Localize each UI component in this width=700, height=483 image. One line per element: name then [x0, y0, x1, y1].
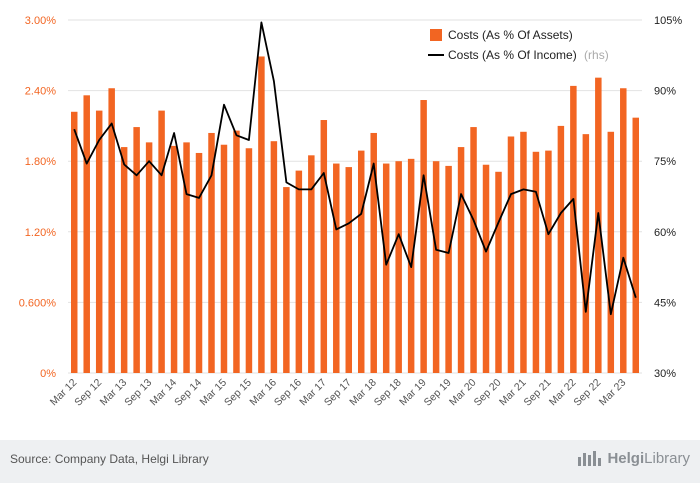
income-line — [73, 21, 637, 316]
bar — [245, 148, 253, 373]
bar — [620, 88, 627, 373]
bar — [545, 150, 552, 373]
left-tick-label: 0.600% — [19, 297, 57, 309]
bar — [495, 171, 502, 373]
legend: Costs (As % Of Assets) Costs (As % Of In… — [428, 28, 609, 62]
bar — [220, 144, 228, 373]
right-tick-label: 75% — [654, 156, 676, 168]
left-tick-label: 3.00% — [25, 15, 56, 27]
x-tick-label: Sep 18 — [372, 377, 404, 409]
bar — [520, 131, 527, 373]
bar — [357, 150, 365, 373]
right-axis-ticks: 30% 45% 60% 75% 90% 105% — [654, 15, 682, 380]
bar — [170, 145, 178, 373]
right-tick-label: 105% — [654, 15, 682, 27]
bar — [258, 56, 265, 374]
bar — [283, 187, 290, 373]
legend-bar-swatch — [430, 29, 442, 41]
brand-name-part2: Library — [644, 449, 690, 467]
bar — [333, 163, 340, 373]
bar — [208, 132, 215, 373]
bar — [95, 110, 103, 373]
bar — [345, 167, 353, 373]
bar — [557, 125, 565, 374]
x-tick-label: Mar 23 — [597, 377, 629, 409]
legend-line-suffix: (rhs) — [584, 48, 609, 62]
bar — [120, 147, 128, 373]
legend-line-name: Costs (As % Of Income) — [448, 48, 577, 62]
bar — [382, 163, 390, 373]
bar — [195, 152, 203, 373]
library-icon — [578, 451, 602, 466]
bar — [632, 117, 640, 373]
bar — [445, 165, 452, 373]
bar — [432, 161, 440, 373]
bar — [570, 85, 577, 373]
bar — [482, 164, 490, 373]
bar — [320, 120, 328, 374]
x-tick-label: Sep 17 — [322, 377, 354, 409]
footer: Source: Company Data, Helgi Library Helg… — [0, 440, 700, 483]
x-tick-label: Sep 15 — [222, 377, 254, 409]
x-tick-label: Sep 20 — [472, 377, 504, 409]
bar — [582, 134, 590, 373]
bar — [295, 170, 303, 373]
bar — [308, 155, 315, 373]
bar — [133, 127, 140, 374]
bar — [420, 100, 427, 373]
x-tick-label: Sep 16 — [272, 377, 304, 409]
bar — [108, 88, 115, 373]
bar — [158, 110, 165, 373]
right-tick-label: 60% — [654, 227, 676, 239]
bar — [532, 151, 540, 373]
legend-line-label: Costs (As % Of Income) (rhs) — [448, 48, 609, 62]
x-tick-label: Sep 13 — [122, 377, 154, 409]
bar — [595, 77, 602, 373]
left-axis-ticks: 0% 0.600% 1.20% 1.80% 2.40% 3.00% — [19, 15, 57, 380]
brand-name-part1: Helgi — [607, 449, 645, 467]
right-tick-label: 45% — [654, 297, 676, 309]
source-text: Source: Company Data, Helgi Library — [10, 452, 209, 466]
right-tick-label: 30% — [654, 368, 676, 380]
combo-chart: 0% 0.600% 1.20% 1.80% 2.40% 3.00% 30% 45% 60% 75… — [19, 15, 683, 409]
bar — [470, 127, 477, 374]
bar — [457, 147, 465, 373]
x-tick-label: Sep 19 — [422, 377, 454, 409]
bar — [183, 142, 190, 373]
left-tick-label: 1.20% — [25, 227, 56, 239]
x-tick-label: Sep 12 — [72, 377, 104, 409]
bar — [70, 111, 78, 373]
bar — [370, 132, 377, 373]
line-series — [73, 21, 637, 316]
bar — [83, 95, 90, 373]
bar — [607, 131, 615, 373]
right-tick-label: 90% — [654, 86, 676, 98]
left-tick-label: 2.40% — [25, 86, 56, 98]
bar — [233, 130, 240, 373]
left-tick-label: 0% — [40, 368, 56, 380]
gridlines — [68, 19, 642, 374]
x-tick-label: Sep 21 — [522, 377, 554, 409]
legend-bar-label: Costs (As % Of Assets) — [448, 28, 573, 42]
bar — [395, 161, 402, 373]
x-tick-label: Sep 14 — [172, 377, 204, 409]
bar — [270, 141, 278, 373]
brand-logo: Helgi Library — [577, 449, 690, 467]
bar — [145, 142, 153, 373]
x-tick-label: Sep 22 — [571, 377, 603, 409]
bar — [507, 136, 515, 373]
bar-series — [70, 56, 640, 374]
left-tick-label: 1.80% — [25, 156, 56, 168]
